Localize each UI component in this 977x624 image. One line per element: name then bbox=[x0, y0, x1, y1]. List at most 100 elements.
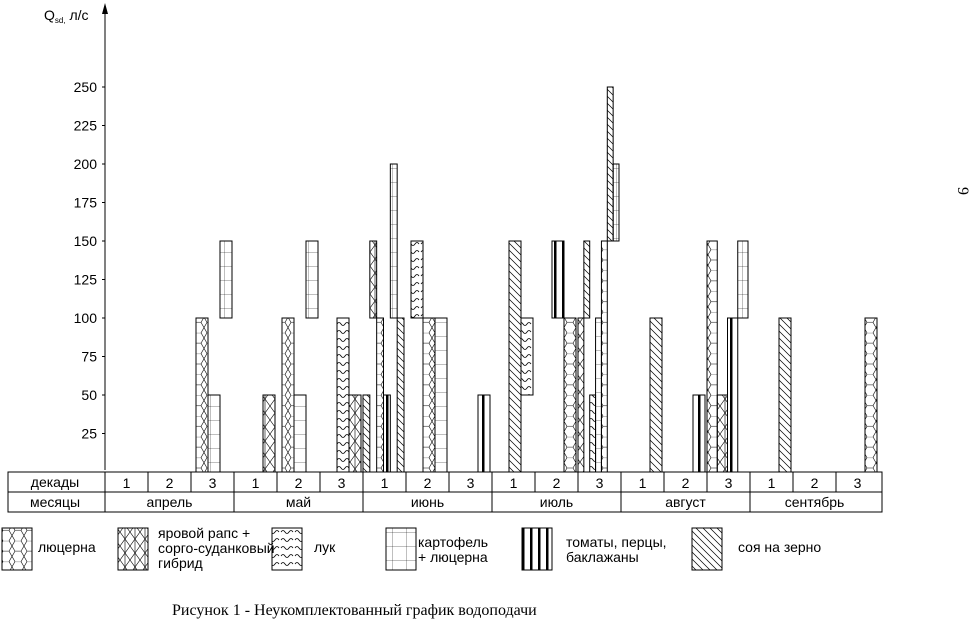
month-label: июнь bbox=[411, 494, 444, 510]
bar-rapeseed bbox=[716, 394, 728, 473]
bar-rapeseed bbox=[348, 394, 362, 473]
decade-label: 3 bbox=[209, 475, 217, 491]
bar-potato bbox=[595, 317, 602, 473]
month-label: июль bbox=[540, 494, 573, 510]
decade-label: 3 bbox=[854, 475, 862, 491]
y-axis-label: Qsd, л/с bbox=[44, 7, 89, 25]
legend-swatch-soy bbox=[691, 527, 723, 571]
bar-soy bbox=[606, 86, 614, 242]
bar-potato bbox=[305, 240, 319, 319]
legend-label-potato: + люцерна bbox=[418, 549, 488, 565]
y-tick-label: 250 bbox=[74, 79, 98, 95]
y-tick-label: 200 bbox=[74, 156, 98, 172]
legend-label-rapeseed: яровой рапс + bbox=[158, 525, 250, 541]
y-tick-label: 225 bbox=[74, 118, 98, 134]
month-label: август bbox=[665, 494, 706, 510]
decade-label: 1 bbox=[510, 475, 518, 491]
bar-lucerne bbox=[563, 317, 577, 473]
bar-potato bbox=[434, 317, 448, 473]
y-tick-label: 75 bbox=[81, 349, 97, 365]
bar-lucerne bbox=[600, 240, 608, 473]
bar-tomato bbox=[727, 317, 739, 473]
legend-label-tomato: томаты, перцы, bbox=[566, 534, 667, 550]
bar-rapeseed bbox=[577, 317, 585, 473]
y-tick-label: 25 bbox=[81, 426, 97, 442]
legend-swatch-rapeseed bbox=[117, 527, 149, 571]
bar-lucerne bbox=[195, 317, 209, 473]
legend-swatch-lucerne bbox=[1, 527, 33, 571]
bar-onion bbox=[589, 394, 597, 473]
legend-swatch-onion bbox=[271, 527, 303, 571]
decade-label: 2 bbox=[424, 475, 432, 491]
decade-label: 3 bbox=[467, 475, 475, 491]
bar-potato bbox=[612, 163, 620, 242]
legend-label-tomato: баклажаны bbox=[566, 549, 639, 565]
bar-rapeseed bbox=[262, 394, 276, 473]
decade-label: 2 bbox=[295, 475, 303, 491]
legend-item-lucerne: люцерна bbox=[1, 527, 96, 571]
month-label: май bbox=[286, 494, 311, 510]
decade-label: 2 bbox=[166, 475, 174, 491]
legend-item-potato: картофель+ люцерна bbox=[385, 527, 488, 571]
y-tick-label: 125 bbox=[74, 272, 98, 288]
bar-onion bbox=[520, 317, 534, 396]
legend-label-rapeseed: гибрид bbox=[158, 555, 203, 571]
bar-potato bbox=[293, 394, 307, 473]
bar-onion bbox=[410, 240, 424, 319]
decade-label: 1 bbox=[123, 475, 131, 491]
bar-tomato bbox=[551, 240, 565, 319]
figure-caption: Рисунок 1 - Неукомплектованный график во… bbox=[172, 602, 537, 619]
legend-label-potato: картофель bbox=[418, 534, 488, 550]
bar-soy bbox=[508, 240, 522, 473]
legend-label-lucerne: люцерна bbox=[38, 539, 96, 555]
month-label: сентябрь bbox=[785, 494, 845, 510]
bar-soy bbox=[583, 240, 591, 319]
bar-rapeseed bbox=[369, 240, 378, 319]
legend-swatch-tomato bbox=[521, 527, 553, 571]
bar-lucerne bbox=[864, 317, 878, 473]
bar-potato bbox=[219, 240, 233, 319]
bar-tomato bbox=[383, 394, 391, 473]
y-tick-label: 175 bbox=[74, 195, 98, 211]
decade-label: 3 bbox=[596, 475, 604, 491]
decade-label: 1 bbox=[252, 475, 260, 491]
decades-row-label: декады bbox=[31, 474, 79, 490]
bar-lucerne bbox=[706, 240, 718, 473]
bar-lucerne bbox=[422, 317, 436, 473]
legend-item-tomato: томаты, перцы,баклажаны bbox=[521, 527, 667, 571]
decade-label: 2 bbox=[553, 475, 561, 491]
decade-label: 2 bbox=[682, 475, 690, 491]
legend-label-soy: соя на зерно bbox=[738, 539, 821, 555]
y-tick-label: 50 bbox=[81, 387, 97, 403]
y-axis-arrow bbox=[102, 3, 108, 14]
decade-label: 2 bbox=[811, 475, 819, 491]
bar-tomato bbox=[692, 394, 706, 473]
bar-soy bbox=[778, 317, 792, 473]
months-row-label: месяцы bbox=[30, 494, 80, 510]
legend-item-onion: лук bbox=[271, 527, 336, 571]
bar-soy bbox=[396, 317, 405, 473]
y-tick-label: 100 bbox=[74, 310, 98, 326]
decade-label: 3 bbox=[725, 475, 733, 491]
legend-label-rapeseed: сорго-суданковый bbox=[158, 540, 275, 556]
bar-tomato bbox=[477, 394, 491, 473]
month-label: апрель bbox=[147, 494, 193, 510]
decade-label: 1 bbox=[768, 475, 776, 491]
bar-onion bbox=[336, 317, 350, 473]
bar-soy bbox=[649, 317, 663, 473]
bar-lucerne bbox=[376, 317, 384, 473]
bar-soy bbox=[362, 394, 371, 473]
bar-potato bbox=[389, 163, 398, 319]
legend-swatch-potato bbox=[385, 527, 417, 571]
bar-potato bbox=[737, 240, 749, 319]
decade-label: 3 bbox=[338, 475, 346, 491]
legend-item-soy: соя на зерно bbox=[691, 527, 821, 571]
decade-label: 1 bbox=[639, 475, 647, 491]
legend-label-onion: лук bbox=[314, 539, 336, 555]
y-tick-label: 150 bbox=[74, 233, 98, 249]
bar-potato bbox=[207, 394, 221, 473]
bar-lucerne bbox=[281, 317, 295, 473]
decade-label: 1 bbox=[381, 475, 389, 491]
